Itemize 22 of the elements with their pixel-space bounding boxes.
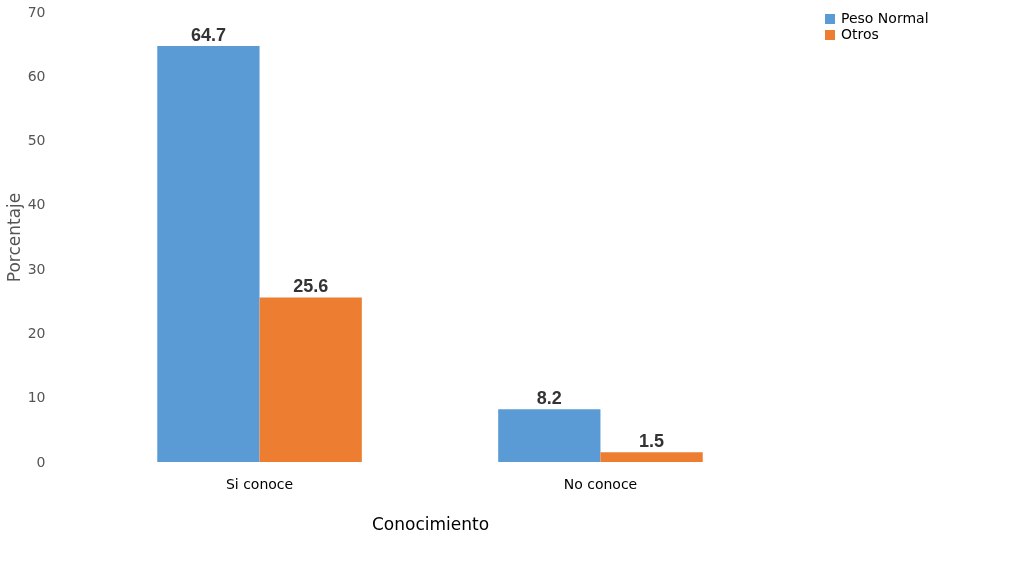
data-label: 8.2	[536, 388, 562, 409]
x-tick-label: Si conoce	[225, 475, 294, 492]
y-tick-label: 0	[36, 453, 46, 470]
bar	[600, 452, 703, 462]
x-axis-title: Conocimiento	[371, 513, 490, 534]
y-tick-label: 50	[27, 132, 46, 149]
bar	[259, 297, 362, 462]
data-label: 1.5	[639, 431, 665, 452]
y-tick-label: 10	[27, 389, 46, 406]
data-label: 64.7	[190, 25, 226, 46]
legend-label: Otros	[841, 26, 879, 42]
x-tick-label: No conoce	[563, 475, 638, 492]
data-label: 25.6	[293, 276, 329, 297]
y-tick-label: 70	[27, 3, 46, 20]
y-tick-label: 30	[27, 260, 46, 277]
legend-label: Peso Normal	[841, 10, 929, 26]
y-tick-label: 40	[27, 196, 46, 213]
bar	[498, 409, 601, 462]
y-tick-label: 60	[27, 67, 46, 84]
y-axis-title: Porcentaje	[3, 192, 24, 283]
y-tick-label: 20	[27, 324, 46, 341]
bar	[157, 46, 260, 462]
